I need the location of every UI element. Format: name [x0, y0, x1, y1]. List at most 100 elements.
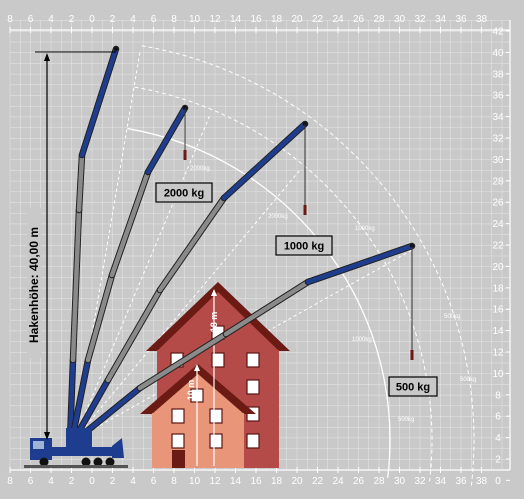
top-tick-label: 16 — [250, 14, 262, 25]
boom-segment — [137, 331, 229, 391]
top-tick-label: 8 — [171, 14, 177, 25]
wheel — [81, 457, 91, 467]
right-tick-label: 32 — [492, 134, 504, 145]
top-tick-label: 32 — [414, 14, 426, 25]
dimension-18m-label: 18 m — [209, 312, 219, 333]
top-tick-label: 34 — [435, 14, 447, 25]
bottom-tick-label: 8 — [7, 476, 13, 487]
right-tick-label: 10 — [492, 369, 504, 380]
bottom-tick-label: 18 — [271, 476, 283, 487]
hook-block — [410, 350, 414, 360]
boom-segment — [67, 357, 76, 443]
outriggers — [24, 465, 128, 468]
right-tick-label: 26 — [492, 198, 504, 209]
zone-label: 500kg — [398, 417, 414, 423]
right-tick-label: 28 — [492, 176, 504, 187]
bottom-tick-label: 38 — [476, 476, 488, 487]
top-tick-label: 30 — [394, 14, 406, 25]
top-tick-label: 36 — [455, 14, 467, 25]
bottom-tick-label: 32 — [414, 476, 426, 487]
right-tick-label: 38 — [492, 69, 504, 80]
right-tick-label: 36 — [492, 91, 504, 102]
right-tick-label: 6 — [495, 412, 501, 423]
zone-label: 1000kg — [355, 226, 375, 232]
crane-turret — [66, 428, 92, 448]
bottom-tick-label: 6 — [28, 476, 34, 487]
boom-40m — [66, 45, 120, 444]
bottom-tick-label: 4 — [130, 476, 136, 487]
top-tick-label: 14 — [230, 14, 242, 25]
top-tick-label: 6 — [151, 14, 157, 25]
load-label-2000: 2000 kg — [155, 182, 213, 203]
load-box — [388, 376, 438, 397]
bottom-tick-label: 2 — [110, 476, 116, 487]
truck-rear — [112, 438, 124, 458]
bottom-tick-label: 16 — [250, 476, 262, 487]
building-back-gable — [157, 292, 279, 351]
boom-segment — [305, 243, 415, 285]
boom-segment — [105, 287, 163, 383]
crane-truck — [24, 428, 128, 468]
right-tick-label: 12 — [492, 348, 504, 359]
bottom-tick-label: 20 — [291, 476, 303, 487]
bottom-tick-label: 24 — [332, 476, 344, 487]
top-axis: 8 6 4 2 0 2 4 6 8 10 12 14 16 18 20 22 24 26 28 30 32 34 36 38 — [7, 14, 510, 33]
load-box — [275, 235, 333, 256]
right-tick-label: 24 — [492, 219, 504, 230]
right-tick-label: 40 — [492, 48, 504, 59]
hook-block — [183, 150, 187, 160]
right-tick-label: 4 — [495, 433, 501, 444]
bottom-tick-label: 36 — [455, 476, 467, 487]
top-tick-label: 24 — [332, 14, 344, 25]
range-arc — [134, 86, 433, 483]
load-label: 500 kg — [396, 382, 430, 394]
hook-height-label-bg — [27, 208, 41, 358]
top-tick-label: 28 — [373, 14, 385, 25]
top-tick-label: 2 — [110, 14, 116, 25]
range-radial — [73, 169, 301, 441]
boom-joint — [113, 46, 119, 52]
zone-label: 500kg — [460, 377, 476, 383]
bottom-tick-label: 2 — [69, 476, 75, 487]
right-tick-label: 30 — [492, 155, 504, 166]
dimension-10m-label: 10 m — [186, 380, 196, 401]
right-tick-label: 42 — [492, 27, 504, 38]
boom-segment — [85, 272, 115, 363]
load-label-500: 500 kg — [388, 376, 438, 397]
booms — [66, 45, 416, 444]
building-front-door — [172, 450, 185, 468]
bottom-tick-label: 0 — [89, 476, 95, 487]
bottom-tick-label: 12 — [209, 476, 221, 487]
boom-segment — [109, 169, 151, 278]
building-front-windows — [171, 388, 223, 449]
top-tick-label: 20 — [291, 14, 303, 25]
load-label: 2000 kg — [164, 188, 204, 200]
boom-segment — [79, 46, 119, 158]
right-tick-label: 20 — [492, 262, 504, 273]
zone-label: 500kg — [444, 314, 460, 320]
top-tick-label: 0 — [89, 14, 95, 25]
boom-34m — [68, 104, 189, 444]
right-tick-label: 22 — [492, 241, 504, 252]
bottom-tick-label: 22 — [312, 476, 324, 487]
boom-segment — [70, 207, 82, 363]
truck-deck — [48, 447, 114, 456]
hook-height-label: Hakenhöhe: 40,00 m — [27, 227, 41, 343]
bottom-tick-label: 26 — [353, 476, 365, 487]
boom-segment — [69, 357, 91, 443]
top-tick-label: 8 — [7, 14, 13, 25]
zone-label: 2000kg — [190, 166, 210, 172]
top-tick-label: 26 — [353, 14, 365, 25]
top-tick-label: 2 — [69, 14, 75, 25]
hook-height-arrow-bottom — [44, 432, 50, 440]
range-arc — [141, 45, 475, 488]
right-tick-label: 14 — [492, 326, 504, 337]
right-tick-label: 18 — [492, 283, 504, 294]
right-tick-label: 16 — [492, 305, 504, 316]
zone-label: 1000kg — [352, 337, 372, 343]
hook-height-dimension: Hakenhöhe: 40,00 m — [27, 51, 116, 440]
right-tick-label: 34 — [492, 112, 504, 123]
